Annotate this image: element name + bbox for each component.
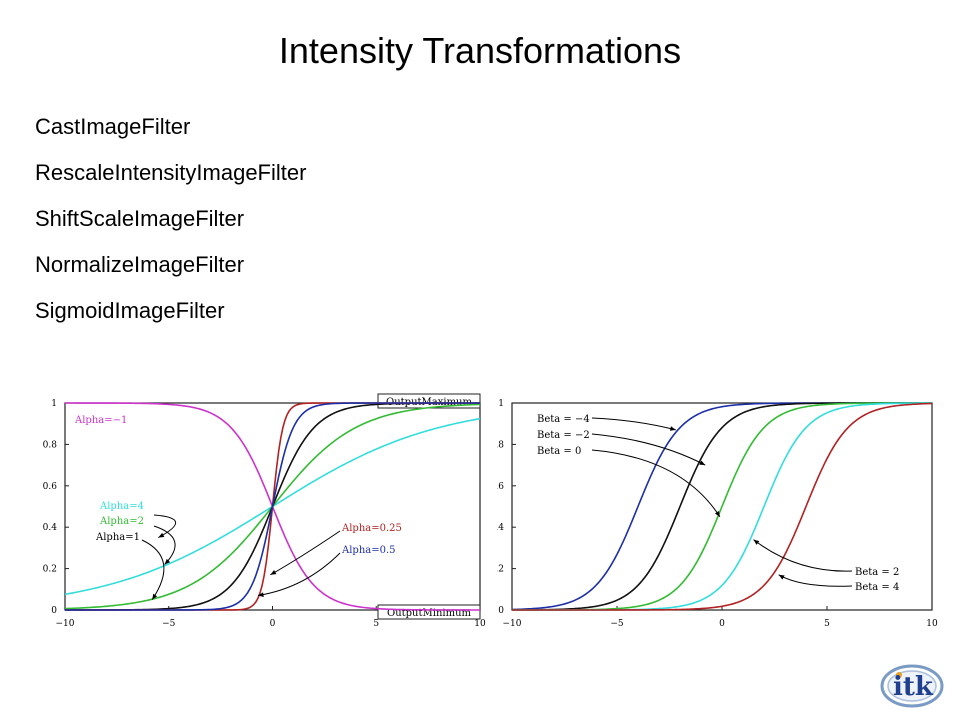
annotation-arrowhead — [699, 460, 706, 466]
filter-list-item: SigmoidImageFilter — [35, 298, 225, 323]
series-label: Beta = −4 — [537, 414, 590, 425]
itk-logo: itk — [880, 664, 944, 708]
beta-sigmoid-chart: −10 −5 0 5 10 0 0.2 0.4 0.6 0.8 1 Beta = −4 Beta = −… — [497, 399, 938, 629]
logo-dot — [896, 672, 902, 678]
y-tick-label: 0 — [51, 606, 57, 616]
filter-list-item: NormalizeImageFilter — [35, 252, 245, 277]
y-tick-label: 1 — [51, 399, 57, 409]
x-tick-label: 0 — [270, 619, 276, 629]
y-tick-label: 0.8 — [497, 440, 504, 450]
filter-list-item: ShiftScaleImageFilter — [35, 206, 245, 231]
series-label: Alpha=4 — [99, 501, 144, 512]
filter-list-item: RescaleIntensityImageFilter — [35, 160, 307, 185]
output-min-box — [377, 604, 481, 620]
y-tick-label: 0.4 — [497, 523, 504, 533]
annotation-arrow — [257, 552, 341, 597]
series-label: Beta = −2 — [537, 430, 590, 441]
series-label: Alpha=1 — [95, 532, 140, 543]
y-tick-label: 0.6 — [497, 482, 504, 492]
filter-list-item: CastImageFilter — [35, 114, 191, 139]
series-label: Beta = 0 — [537, 446, 581, 457]
logo-text: itk — [893, 672, 934, 702]
annotation-arrowhead — [714, 510, 720, 517]
x-tick-label: −5 — [162, 619, 176, 629]
x-tick-label: 5 — [824, 619, 830, 629]
series-label: Beta = 4 — [855, 582, 899, 593]
logo-inner — [887, 670, 937, 702]
series-label: Alpha=−1 — [74, 415, 127, 426]
x-tick-label: 0 — [719, 619, 725, 629]
annotation-arrowhead — [158, 532, 165, 538]
annotation-arrow — [153, 514, 177, 538]
annotation-arrow — [591, 433, 706, 466]
filter-list: CastImageFilter RescaleIntensityImageFil… — [35, 104, 306, 334]
annotation-arrowhead — [753, 539, 760, 545]
y-tick-label: 0 — [498, 606, 504, 616]
y-tick-label: 0.8 — [43, 440, 58, 450]
logo-ring — [880, 664, 944, 708]
annotation-arrowhead — [152, 593, 158, 600]
y-tick-label: 0.6 — [43, 482, 58, 492]
y-tick-label: 1 — [498, 399, 504, 409]
x-tick-label: 10 — [474, 619, 486, 629]
series-label: Alpha=2 — [99, 516, 144, 527]
x-tick-label: −5 — [610, 619, 624, 629]
annotation-arrowhead — [669, 426, 676, 431]
y-tick-label: 0.2 — [43, 565, 57, 575]
x-tick-label: −10 — [503, 619, 522, 629]
series-line — [65, 402, 480, 611]
y-tick-label: 0.2 — [497, 565, 504, 575]
series-line — [512, 402, 933, 611]
annotation-arrowhead — [778, 574, 785, 580]
slide-title: Intensity Transformations — [278, 30, 682, 71]
annotation-arrow — [591, 417, 676, 431]
series-label: Alpha=0.25 — [341, 523, 402, 534]
annotation-arrowhead — [270, 570, 277, 575]
annotation-arrowhead — [257, 592, 264, 597]
x-tick-label: 10 — [926, 619, 938, 629]
annotation-arrowhead — [164, 558, 171, 565]
output-min-label: OutputMinimum — [387, 608, 472, 619]
annotation-arrow — [753, 539, 853, 572]
annotation-arrow — [153, 525, 176, 565]
annotation-arrow — [270, 530, 341, 576]
annotation-arrow — [778, 574, 853, 587]
annotation-arrow — [141, 539, 165, 600]
y-tick-label: 0.4 — [43, 523, 58, 533]
annotation-arrow — [591, 449, 721, 518]
x-tick-label: 5 — [373, 619, 379, 629]
series-label: Alpha=0.5 — [341, 545, 396, 556]
x-tick-label: −10 — [56, 619, 75, 629]
series-label: Beta = 2 — [855, 567, 899, 578]
